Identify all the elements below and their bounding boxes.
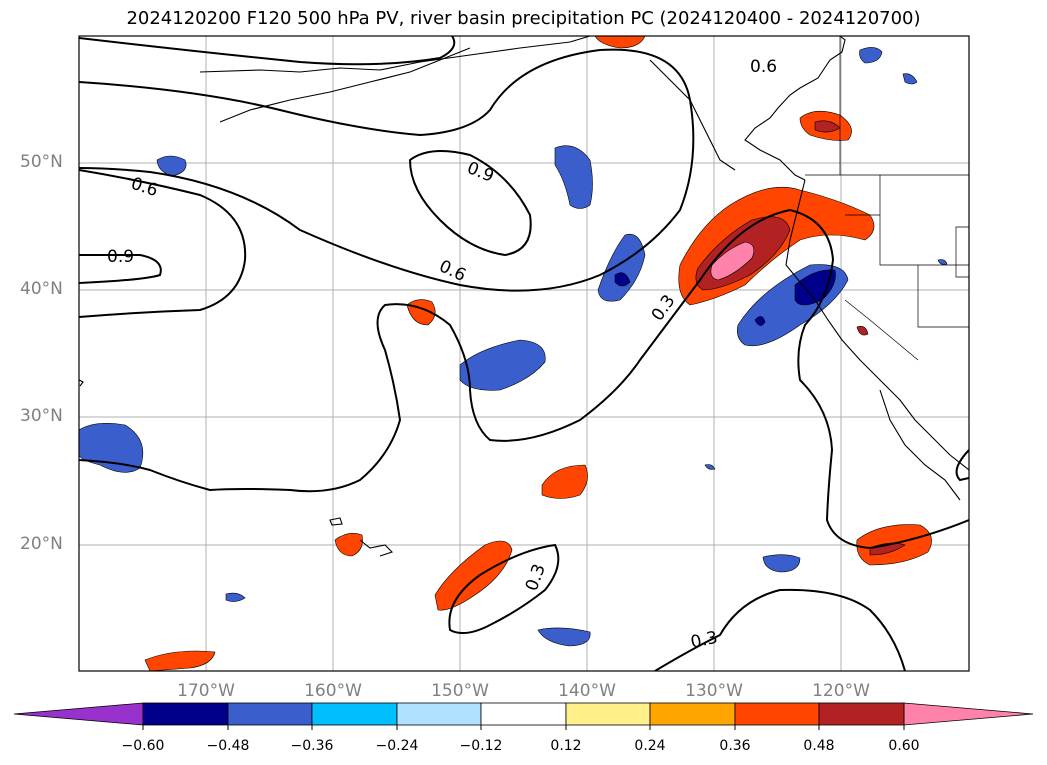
colorbar-over-arrow: [903, 702, 1034, 726]
colorbar-bin: [311, 702, 398, 726]
colorbar-ticks: [142, 725, 905, 730]
colorbar-bin: [227, 702, 313, 726]
lon-label: 150°W: [431, 681, 489, 701]
colorbar-tick-label: −0.48: [206, 738, 250, 754]
colorbar-bin: [565, 702, 651, 726]
coastlines: [79, 36, 969, 557]
pv-contours: [79, 36, 969, 671]
lat-label: 50°N: [20, 152, 63, 172]
lon-label: 120°W: [812, 681, 870, 701]
lon-label: 130°W: [685, 681, 743, 701]
map-frame: [78, 35, 970, 672]
colorbar-tick-label: −0.36: [290, 738, 334, 754]
colorbar-bin: [818, 702, 905, 726]
colorbar: [13, 702, 1034, 730]
colorbar-tick-label: −0.60: [121, 738, 165, 754]
colorbar-bin: [142, 702, 229, 726]
colorbar-bin: [480, 702, 567, 726]
colorbar-tick-label: 0.24: [634, 738, 666, 754]
colorbar-under-arrow: [13, 702, 144, 726]
lon-label: 170°W: [177, 681, 235, 701]
contour-label: 0.6: [750, 57, 777, 77]
contour-label: 0.9: [107, 247, 134, 267]
colorbar-tick-label: 0.36: [719, 738, 751, 754]
lat-label: 20°N: [20, 534, 63, 554]
precip-negative-areas: [79, 47, 948, 647]
lat-label: 30°N: [20, 406, 63, 426]
borders: [805, 36, 969, 361]
lat-label: 40°N: [20, 279, 63, 299]
colorbar-bin: [734, 702, 820, 726]
colorbar-tick-label: 0.12: [550, 738, 582, 754]
precip-positive-areas: [144, 36, 932, 671]
colorbar-tick-label: −0.24: [375, 738, 419, 754]
colorbar-tick-label: −0.12: [459, 738, 503, 754]
colorbar-bin: [396, 702, 482, 726]
colorbar-tick-label: 0.48: [803, 738, 835, 754]
map-title: 2024120200 F120 500 hPa PV, river basin …: [126, 8, 921, 29]
colorbar-tick-label: 0.60: [888, 738, 920, 754]
lon-label: 140°W: [558, 681, 616, 701]
lon-label: 160°W: [304, 681, 362, 701]
colorbar-bin: [649, 702, 736, 726]
